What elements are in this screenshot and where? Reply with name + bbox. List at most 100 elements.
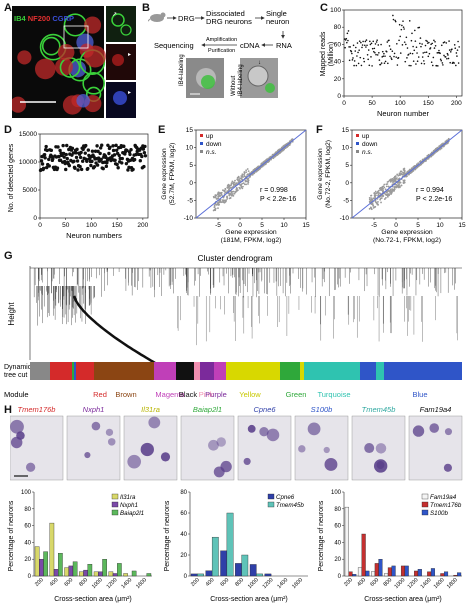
data-point (412, 45, 414, 48)
legend-swatch (200, 134, 203, 137)
tree-cut-label: tree cut (4, 372, 27, 379)
x-tick-label: 100 (395, 100, 406, 107)
data-point (90, 159, 94, 164)
plot-frame (39, 133, 149, 219)
x-tick-label: 1600 (135, 577, 148, 590)
data-point (358, 40, 361, 42)
data-point (246, 168, 249, 170)
y-axis-label: Percentage of neurons (318, 500, 325, 571)
chart-d-svg: 0 50 100 150 200 0 5000 10000 15000 No. of detect… (8, 131, 149, 240)
legend-swatch (111, 509, 119, 516)
data-point (235, 182, 237, 184)
data-point (374, 51, 376, 54)
data-point (41, 166, 46, 171)
y-tick-label: 40 (24, 540, 31, 546)
bar (371, 571, 376, 577)
data-point (87, 153, 91, 158)
stat-p: P < 2.2e-16 (416, 196, 452, 203)
data-point (369, 206, 372, 209)
data-point (415, 63, 417, 65)
tree-cut-segment (94, 362, 154, 380)
data-point (391, 190, 393, 193)
data-point (231, 193, 234, 195)
tree-cut-segment (384, 362, 462, 380)
data-point (431, 42, 434, 45)
data-point (416, 52, 418, 54)
data-point (362, 40, 364, 43)
data-point (83, 151, 87, 155)
data-point (241, 175, 244, 177)
x-tick-label: -5 (371, 222, 377, 229)
tree-cut-label: Dynamic (4, 364, 32, 371)
bar (68, 565, 74, 577)
bar (400, 565, 406, 577)
data-point (234, 183, 237, 186)
data-point (44, 144, 48, 149)
x-tick-label: 5 (260, 222, 264, 229)
y-tick-label: 100 (21, 490, 32, 496)
bar (241, 554, 249, 577)
x-tick-label: 150 (112, 222, 123, 229)
data-point (396, 184, 398, 186)
ish-cell (247, 424, 256, 433)
data-point (397, 56, 400, 59)
label-ib4: IB4-labeling (179, 54, 185, 86)
ish-cell (444, 428, 453, 436)
data-point (280, 150, 282, 153)
data-point (231, 190, 234, 193)
data-point (379, 63, 382, 66)
data-point (385, 50, 388, 53)
data-point (232, 194, 235, 197)
data-point (371, 47, 374, 50)
bar (427, 571, 432, 577)
data-point (217, 201, 219, 204)
data-point (220, 191, 223, 194)
data-point (143, 144, 147, 149)
ish-cell (373, 459, 388, 473)
cell-ring (41, 36, 61, 56)
bar (34, 546, 40, 577)
data-point (212, 195, 215, 198)
y-tick-label: 100 (331, 490, 342, 496)
data-point (433, 47, 436, 49)
tree-cut-segment (360, 362, 376, 380)
cell (84, 45, 107, 68)
bar (374, 563, 379, 577)
data-point (111, 144, 115, 148)
y-tick-label: 0 (189, 180, 193, 187)
x-tick-label: -5 (215, 222, 221, 229)
data-point (367, 49, 370, 51)
data-point (214, 196, 217, 199)
data-point (76, 168, 80, 172)
data-point (431, 64, 434, 67)
module-black: Black (179, 390, 198, 399)
data-point (368, 196, 371, 199)
data-point (242, 185, 244, 188)
step-sequencing: Sequencing (154, 41, 194, 50)
data-point (127, 165, 131, 170)
data-point (402, 168, 405, 170)
data-point (380, 201, 382, 204)
data-point (403, 41, 406, 43)
data-point (216, 193, 219, 196)
plot-frame (343, 9, 463, 97)
step-rna: RNA (276, 41, 292, 50)
data-point (378, 59, 381, 61)
data-point (234, 179, 236, 182)
data-point (375, 53, 377, 56)
data-point (398, 23, 401, 26)
data-point (282, 145, 285, 148)
y-tick-label: -10 (340, 215, 350, 222)
data-point (457, 40, 459, 43)
data-point (436, 150, 439, 153)
data-point (350, 50, 353, 53)
x-tick-label: 10 (436, 222, 444, 229)
y-tick-label: 80 (334, 24, 342, 31)
data-point (360, 41, 362, 44)
data-point (346, 32, 349, 35)
bar (146, 573, 152, 577)
module-turquoise: Turquoise (317, 390, 350, 399)
x-tick-label: 1400 (420, 577, 433, 590)
legend-label: down (362, 141, 378, 148)
data-point (79, 167, 84, 172)
